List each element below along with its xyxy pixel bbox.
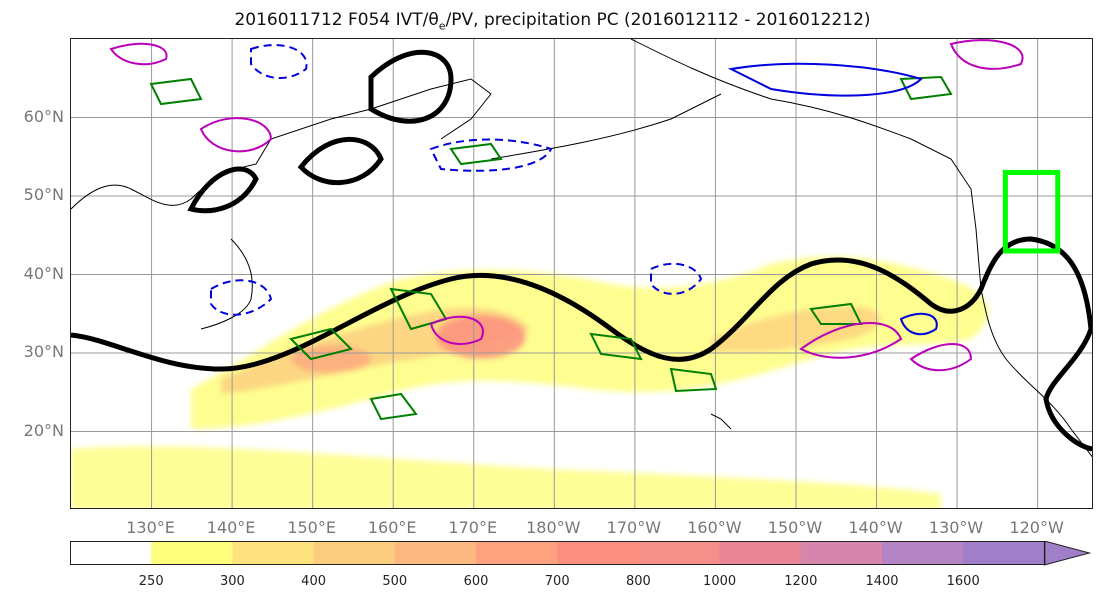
colorbar-tick-label: 500 xyxy=(382,574,408,589)
pv-contour xyxy=(199,117,273,153)
colorbar-segment xyxy=(313,541,396,565)
latitude-label: 20°N xyxy=(23,420,64,440)
contours xyxy=(71,39,1092,452)
coast-aleutians xyxy=(490,93,722,160)
ivt-shade-core-west xyxy=(291,345,371,373)
map-canvas xyxy=(71,39,1092,508)
theta-e-contour xyxy=(149,77,203,106)
theta-e-contour xyxy=(899,75,953,101)
theta-e-contour xyxy=(669,367,718,393)
coast-japan xyxy=(200,238,253,330)
highlight-box xyxy=(1002,169,1061,254)
colorbar-segment xyxy=(882,541,964,565)
colorbar-frame xyxy=(70,541,1046,565)
longitude-label: 160°E xyxy=(367,518,417,537)
colorbar-tick-label: 400 xyxy=(301,574,327,589)
map-panel xyxy=(70,38,1093,509)
colorbar-segment xyxy=(719,541,802,565)
latitude-label: 60°N xyxy=(23,106,64,126)
colorbar-tick-label: 700 xyxy=(544,574,570,589)
colorbar-segment xyxy=(476,541,558,565)
dashed-contour xyxy=(210,279,273,316)
colorbar-segment xyxy=(70,541,152,565)
pv-contour xyxy=(109,42,168,66)
pv-contour xyxy=(909,343,973,372)
ivt-shade-south xyxy=(71,446,941,508)
theta-e-contour xyxy=(449,142,503,166)
theta-e-contour xyxy=(589,332,643,361)
pv-contour xyxy=(949,39,1024,70)
colorbar-tick-label: 800 xyxy=(625,574,651,589)
dashed-contour xyxy=(429,138,553,172)
dashed-contour xyxy=(250,44,308,80)
colorbar-tick-label: 1000 xyxy=(703,574,737,589)
theta-e-contour xyxy=(289,327,353,361)
longitude-label: 170°E xyxy=(448,518,498,537)
coast-alaska xyxy=(630,39,982,290)
gridlines xyxy=(71,39,1092,508)
theta-e-contour xyxy=(369,392,418,421)
colorbar-segment xyxy=(394,541,477,565)
jet-contour-loop-w xyxy=(187,166,259,214)
title-suffix: /PV, precipitation PC (2016012112 - 2016… xyxy=(445,10,871,30)
colorbar-tick-label: 1200 xyxy=(784,574,818,589)
pv-contour xyxy=(429,315,484,345)
longitude-label: 140°W xyxy=(848,518,903,537)
colorbar-tick-label: 600 xyxy=(463,574,489,589)
longitude-label: 140°E xyxy=(206,518,256,537)
colorbar-segment xyxy=(963,541,1045,565)
dashed-contour xyxy=(650,262,703,295)
coast-namerica xyxy=(980,288,1092,458)
blue-contour xyxy=(899,312,938,336)
colorbar-segment xyxy=(557,541,639,565)
colorbar-tick-label: 250 xyxy=(138,574,164,589)
longitude-label: 120°W xyxy=(1009,518,1064,537)
longitude-label: 150°E xyxy=(287,518,336,537)
colorbar-segment xyxy=(232,541,315,565)
coast-hawaii xyxy=(710,413,732,430)
jet-contour-loop-n xyxy=(368,49,454,124)
coast-asia xyxy=(71,78,492,210)
longitude-label: 170°W xyxy=(606,518,662,537)
jet-contour-loop-nw xyxy=(297,136,384,186)
longitude-label: 180°W xyxy=(526,518,581,537)
longitude-label: 150°W xyxy=(767,518,823,537)
title-subscript: e xyxy=(438,19,446,33)
colorbar-extend-arrow xyxy=(1043,541,1092,566)
longitude-label: 130°E xyxy=(126,518,175,537)
map-title: 2016011712 F054 IVT/θe/PV, precipitation… xyxy=(0,10,1105,32)
coastlines xyxy=(71,39,1092,458)
longitude-label: 130°W xyxy=(928,518,984,537)
latitude-label: 30°N xyxy=(23,342,64,361)
colorbar-segment xyxy=(151,541,233,565)
longitude-label: 160°W xyxy=(687,518,742,537)
colorbar-tick-label: 1400 xyxy=(865,574,899,589)
title-prefix: 2016011712 F054 IVT/θ xyxy=(234,10,439,30)
latitude-label: 50°N xyxy=(23,185,64,204)
latitude-label: 40°N xyxy=(23,263,64,283)
colorbar-segment xyxy=(638,541,721,565)
blue-contour xyxy=(727,62,923,97)
ivt-shading xyxy=(71,256,989,508)
pv-contour xyxy=(799,322,903,359)
jet-contour xyxy=(71,236,1092,452)
colorbar-tick-label: 1600 xyxy=(946,574,980,589)
colorbar-tick-label: 300 xyxy=(219,574,245,589)
colorbar xyxy=(70,541,1092,566)
colorbar-segment xyxy=(800,541,883,565)
